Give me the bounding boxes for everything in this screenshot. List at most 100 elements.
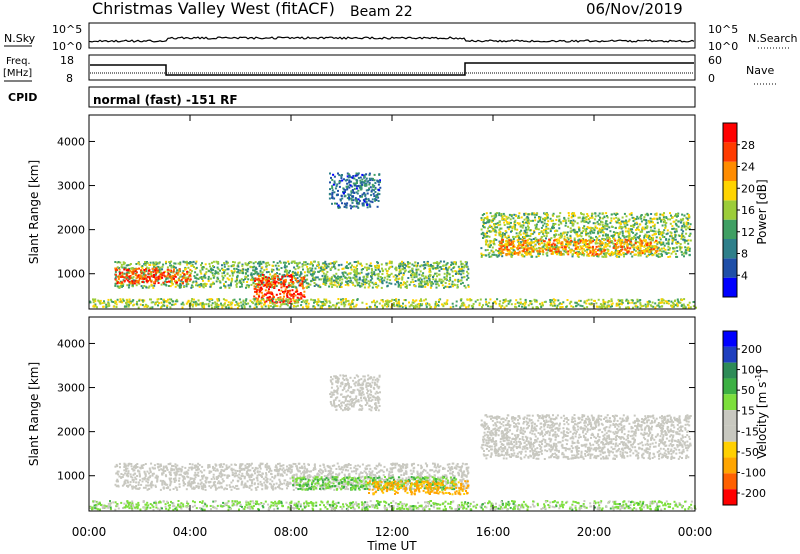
- data-cell: [200, 283, 202, 285]
- data-cell: [674, 238, 677, 241]
- data-cell: [182, 277, 185, 280]
- data-cell: [654, 306, 657, 309]
- data-cell: [402, 283, 405, 286]
- data-cell: [485, 212, 488, 215]
- data-cell: [349, 176, 352, 179]
- data-cell: [207, 279, 210, 282]
- data-cell: [351, 201, 354, 204]
- data-cell: [258, 279, 261, 282]
- data-cell: [357, 185, 360, 188]
- data-cell: [556, 238, 559, 241]
- data-cell: [281, 302, 284, 305]
- data-cell: [634, 240, 637, 243]
- data-cell: [675, 228, 678, 231]
- data-cell: [356, 282, 359, 285]
- data-cell: [270, 270, 273, 273]
- data-cell: [429, 286, 432, 289]
- data-cell: [429, 282, 432, 285]
- data-cell: [179, 263, 182, 266]
- data-cell: [359, 184, 362, 187]
- data-cell: [514, 236, 517, 239]
- data-cell: [527, 228, 529, 231]
- data-cell: [581, 238, 584, 241]
- data-cell: [303, 276, 306, 279]
- data-cell: [569, 237, 572, 239]
- data-cell: [688, 254, 691, 257]
- data-cell: [355, 303, 358, 306]
- data-cell: [203, 282, 206, 285]
- data-cell: [463, 284, 466, 287]
- data-cell: [358, 278, 361, 281]
- data-cell: [512, 246, 515, 249]
- data-cell: [355, 261, 358, 263]
- data-cell: [377, 188, 380, 191]
- data-cell: [595, 251, 597, 253]
- data-cell: [636, 245, 639, 248]
- data-cell: [463, 266, 465, 269]
- data-cell: [407, 277, 410, 279]
- data-cell: [667, 256, 670, 258]
- data-cell: [161, 276, 164, 279]
- data-cell: [416, 264, 418, 267]
- data-cell: [323, 278, 326, 281]
- data-cell: [118, 272, 121, 275]
- data-cell: [143, 277, 146, 280]
- data-cell: [443, 286, 445, 289]
- data-cell: [333, 197, 336, 200]
- data-cell: [557, 242, 560, 245]
- data-cell: [210, 304, 213, 307]
- data-cell: [355, 268, 358, 271]
- data-cell: [303, 281, 306, 283]
- data-cell: [377, 267, 380, 269]
- data-cell: [559, 232, 562, 235]
- data-cell: [376, 193, 379, 196]
- data-cell: [289, 289, 292, 292]
- data-cell: [244, 263, 247, 266]
- data-cell: [350, 199, 353, 202]
- data-cell: [288, 262, 290, 265]
- data-cell: [678, 235, 681, 237]
- data-cell: [496, 212, 498, 215]
- data-cell: [131, 284, 134, 287]
- data-cell: [684, 306, 687, 309]
- data-cell: [633, 236, 636, 239]
- data-cell: [261, 294, 264, 297]
- data-cell: [410, 272, 413, 275]
- data-cell: [546, 242, 549, 245]
- data-cell: [493, 253, 496, 256]
- data-cell: [160, 301, 163, 304]
- data-cell: [636, 298, 639, 301]
- data-cell: [275, 267, 278, 270]
- data-cell: [432, 262, 435, 265]
- data-cell: [599, 247, 602, 250]
- data-cell: [554, 223, 557, 225]
- data-cell: [245, 284, 248, 287]
- data-cell: [535, 212, 538, 215]
- data-cell: [236, 276, 238, 279]
- data-cell: [504, 244, 506, 247]
- data-cell: [118, 267, 120, 270]
- data-cell: [438, 279, 441, 282]
- data-cell: [636, 228, 639, 231]
- data-cell: [573, 239, 576, 242]
- data-cell: [324, 277, 327, 280]
- data-cell: [368, 267, 371, 270]
- data-cell: [345, 204, 348, 207]
- data-cell: [237, 265, 240, 268]
- data-cell: [382, 300, 385, 303]
- data-cell: [250, 274, 253, 277]
- data-cell: [646, 236, 648, 238]
- data-cell: [235, 278, 238, 281]
- data-cell: [435, 305, 437, 308]
- data-cell: [376, 261, 379, 264]
- data-cell: [262, 298, 265, 301]
- data-cell: [524, 226, 527, 229]
- data-cell: [446, 262, 449, 265]
- data-cell: [618, 238, 620, 241]
- data-cell: [268, 295, 271, 298]
- data-cell: [374, 191, 377, 193]
- data-cell: [502, 248, 505, 251]
- data-cell: [335, 185, 338, 188]
- data-cell: [287, 285, 290, 288]
- data-cell: [541, 247, 544, 250]
